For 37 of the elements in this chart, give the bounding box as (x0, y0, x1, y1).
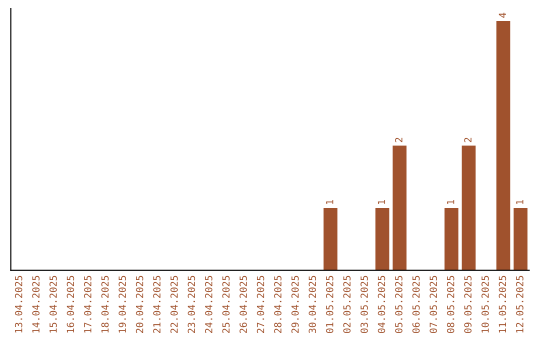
data-label: 1 (326, 200, 334, 204)
x-tick-label: 22.04.2025 (170, 276, 178, 333)
data-label: 2 (395, 138, 402, 142)
x-tick-label: 24.04.2025 (205, 276, 212, 333)
x-tick-label: 01.05.2025 (326, 276, 334, 334)
x-tick-label: 07.05.2025 (430, 276, 438, 334)
x-tick-label: 08.05.2025 (446, 276, 454, 334)
x-tick-label: 17.04.2025 (84, 276, 92, 333)
x-tick-label: 28.04.2025 (274, 276, 282, 333)
x-tick-label: 20.04.2025 (136, 276, 144, 333)
x-tick-label: 23.04.2025 (188, 276, 196, 333)
data-label: 1 (516, 200, 524, 204)
data-label: 1 (447, 200, 454, 204)
x-tick-label: 29.04.2025 (291, 276, 299, 333)
data-label: 1 (378, 200, 386, 204)
x-tick-label: 14.04.2025 (32, 276, 40, 333)
data-label: 4 (498, 12, 506, 18)
x-tick-label: 27.04.2025 (256, 276, 264, 333)
x-tick-label: 02.05.2025 (343, 276, 351, 334)
x-tick-label: 06.05.2025 (412, 276, 420, 334)
x-tick-label: 30.04.2025 (308, 276, 316, 334)
x-tick-label: 16.04.2025 (66, 276, 74, 333)
x-tick-label: 19.04.2025 (118, 276, 126, 333)
x-tick-label: 18.04.2025 (101, 276, 109, 333)
x-tick-label: 15.04.2025 (49, 276, 57, 333)
x-tick-label: 13.04.2025 (14, 276, 22, 333)
x-tick-label: 25.04.2025 (222, 276, 230, 333)
data-label: 2 (464, 138, 472, 142)
x-tick-label: 03.05.2025 (360, 276, 368, 334)
x-tick-label: 26.04.2025 (240, 276, 247, 333)
x-tick-label: 21.04.2025 (153, 276, 161, 333)
x-tick-label: 10.05.2025 (481, 276, 489, 333)
x-tick-label: 09.05.2025 (464, 276, 472, 334)
x-tick-label: 11.05.2025 (498, 276, 506, 333)
x-tick-label: 04.05.2025 (378, 276, 386, 334)
x-tick-label: 05.05.2025 (395, 276, 402, 334)
x-tick-label: 12.05.2025 (516, 276, 524, 333)
